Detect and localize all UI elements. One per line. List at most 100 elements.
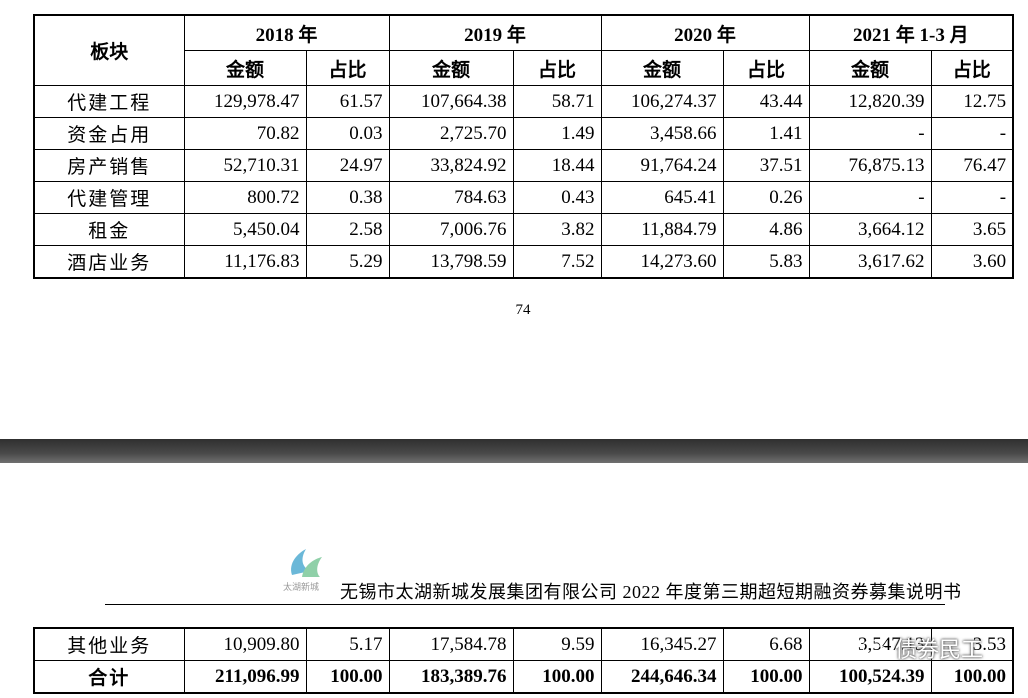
cell: 61.57 xyxy=(305,85,390,118)
cell: 2.58 xyxy=(305,213,390,246)
cell: 2,725.70 xyxy=(388,117,514,150)
row-label: 代建工程 xyxy=(33,85,185,118)
logo-text: 太湖新城 xyxy=(283,582,320,592)
cell: 244,646.34 xyxy=(600,660,724,694)
cell: 43.44 xyxy=(722,85,810,118)
cell: 5.29 xyxy=(305,245,390,279)
cell: 3.60 xyxy=(930,245,1014,279)
sub-header: 金额 xyxy=(600,50,724,86)
year-header: 2021 年 1-3 月 xyxy=(808,14,1014,51)
cell: 58.71 xyxy=(512,85,602,118)
cell: 11,176.83 xyxy=(183,245,307,279)
cell: 76,875.13 xyxy=(808,149,932,182)
cell: 24.97 xyxy=(305,149,390,182)
watermark-icon xyxy=(862,639,888,659)
cell: 12.75 xyxy=(930,85,1014,118)
cell: 3,458.66 xyxy=(600,117,724,150)
cell: 9.59 xyxy=(512,627,602,661)
cell: 3,664.12 xyxy=(808,213,932,246)
cell: 5.83 xyxy=(722,245,810,279)
table-row: 其他业务 10,909.80 5.17 17,584.78 9.59 16,345.27 6… xyxy=(33,627,1014,661)
sub-header: 金额 xyxy=(388,50,514,86)
corner-header: 板块 xyxy=(33,14,185,86)
cell: 7,006.76 xyxy=(388,213,514,246)
cell: 70.82 xyxy=(183,117,307,150)
cell: 7.52 xyxy=(512,245,602,279)
cell: 100.00 xyxy=(512,660,602,694)
cell: 3,617.62 xyxy=(808,245,932,279)
cell: 3,547.13 xyxy=(808,627,932,661)
cell: 0.03 xyxy=(305,117,390,150)
cell: 0.26 xyxy=(722,181,810,214)
cell: 106,274.37 xyxy=(600,85,724,118)
cell: 4.86 xyxy=(722,213,810,246)
sub-header: 占比 xyxy=(512,50,602,86)
cell: 76.47 xyxy=(930,149,1014,182)
page-number: 74 xyxy=(515,302,531,318)
cell: 0.38 xyxy=(305,181,390,214)
cell: 1.49 xyxy=(512,117,602,150)
income-table-continued: 其他业务 10,909.80 5.17 17,584.78 9.59 16,345.27 6… xyxy=(33,627,1014,694)
sub-header: 金额 xyxy=(808,50,932,86)
sub-header: 占比 xyxy=(722,50,810,86)
cell: 14,273.60 xyxy=(600,245,724,279)
cell: 3.65 xyxy=(930,213,1014,246)
row-label: 酒店业务 xyxy=(33,245,185,279)
cell: 6.68 xyxy=(722,627,810,661)
row-label: 房产销售 xyxy=(33,149,185,182)
table-row: 租金 5,450.04 2.58 7,006.76 3.82 11,884.79 4.86 3… xyxy=(33,213,1014,246)
cell: 11,884.79 xyxy=(600,213,724,246)
cell: 33,824.92 xyxy=(388,149,514,182)
cell: - xyxy=(808,181,932,214)
row-label: 资金占用 xyxy=(33,117,185,150)
cell: 107,664.38 xyxy=(388,85,514,118)
cell: 211,096.99 xyxy=(183,660,307,694)
logo xyxy=(291,549,322,577)
cell: 100.00 xyxy=(722,660,810,694)
header-rule xyxy=(105,604,945,605)
cell: 16,345.27 xyxy=(600,627,724,661)
table-row: 合计 211,096.99 100.00 183,389.76 100.00 244,64… xyxy=(33,660,1014,694)
cell: - xyxy=(930,181,1014,214)
sub-header: 占比 xyxy=(930,50,1014,86)
cell: 10,909.80 xyxy=(183,627,307,661)
cell: 100.00 xyxy=(930,660,1014,694)
cell: 100.00 xyxy=(305,660,390,694)
table-row: 代建工程 129,978.47 61.57 107,664.38 58.71 106,27… xyxy=(33,85,1014,118)
row-label: 租金 xyxy=(33,213,185,246)
income-table: 板块 2018 年 2019 年 2020 年 2021 年 1-3 月 金额占… xyxy=(33,14,1015,279)
cell: 37.51 xyxy=(722,149,810,182)
watermark: 债券民工 xyxy=(862,632,983,664)
cell: 645.41 xyxy=(600,181,724,214)
cell: 0.43 xyxy=(512,181,602,214)
cell: 18.44 xyxy=(512,149,602,182)
year-header: 2020 年 xyxy=(600,14,810,51)
year-header: 2018 年 xyxy=(183,14,390,51)
table-row: 房产销售 52,710.31 24.97 33,824.92 18.44 91,764.2… xyxy=(33,149,1014,182)
cell: 100,524.39 xyxy=(808,660,932,694)
cell: 784.63 xyxy=(388,181,514,214)
cell: 129,978.47 xyxy=(183,85,307,118)
cell: 800.72 xyxy=(183,181,307,214)
cell: - xyxy=(808,117,932,150)
cell: 13,798.59 xyxy=(388,245,514,279)
document-header: 无锡市太湖新城发展集团有限公司 2022 年度第三期超短期融资券募集说明书 xyxy=(340,582,962,602)
cell: 5.17 xyxy=(305,627,390,661)
year-header: 2019 年 xyxy=(388,14,602,51)
sub-header: 占比 xyxy=(305,50,390,86)
cell: 12,820.39 xyxy=(808,85,932,118)
sub-header: 金额 xyxy=(183,50,307,86)
row-label: 合计 xyxy=(33,660,185,694)
cell: 3.82 xyxy=(512,213,602,246)
cell: 3.53 xyxy=(930,627,1014,661)
cell: - xyxy=(930,117,1014,150)
cell: 1.41 xyxy=(722,117,810,150)
row-label: 代建管理 xyxy=(33,181,185,214)
row-label: 其他业务 xyxy=(33,627,185,661)
table-row: 资金占用 70.82 0.03 2,725.70 1.49 3,458.66 1.41- - xyxy=(33,117,1014,150)
table-row: 代建管理 800.72 0.38 784.63 0.43 645.41 0.26- - xyxy=(33,181,1014,214)
watermark-text: 债券民工 xyxy=(895,638,984,663)
cell: 183,389.76 xyxy=(388,660,514,694)
cell: 52,710.31 xyxy=(183,149,307,182)
